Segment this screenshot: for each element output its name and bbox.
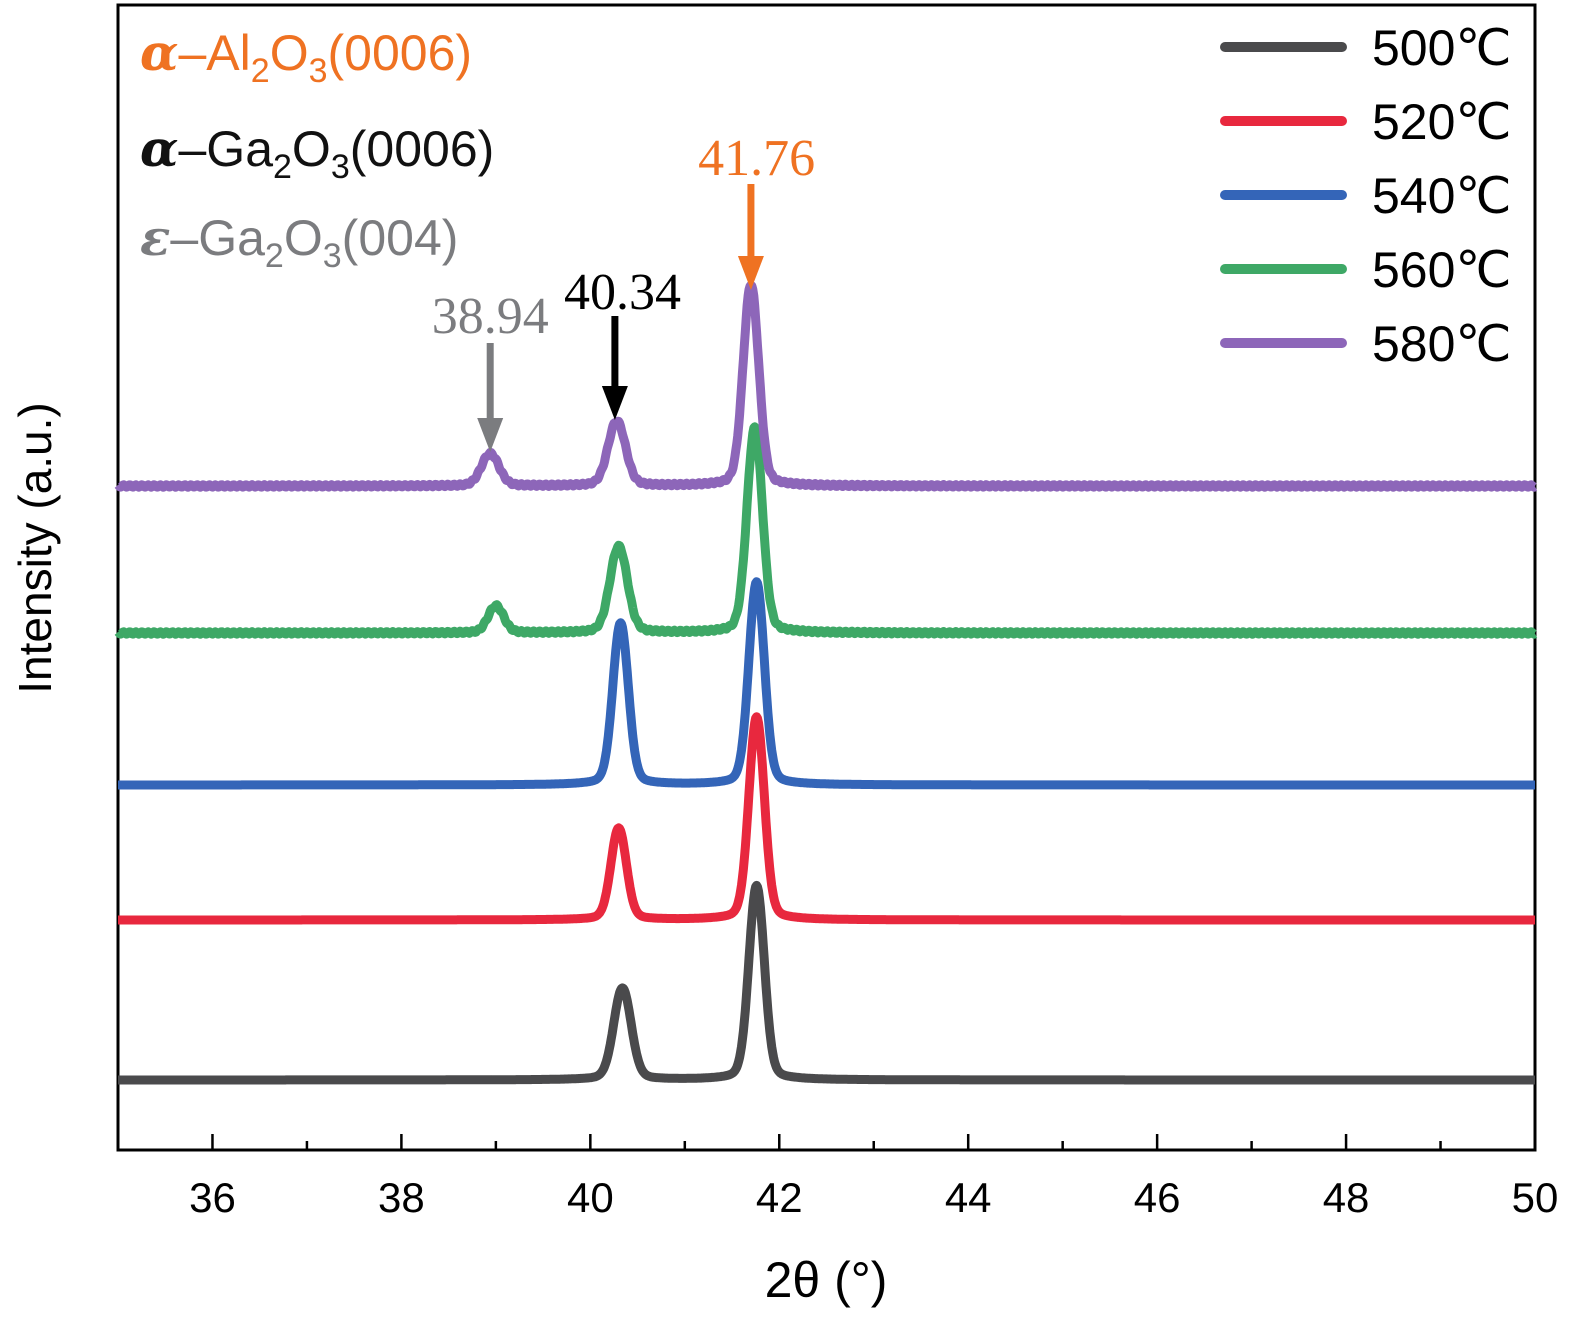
phase-formula-part: (0006) bbox=[349, 121, 495, 177]
peak-annotations: 38.94 40.34 41.76 bbox=[432, 130, 815, 452]
phase-formula-part: O bbox=[283, 210, 323, 266]
series-line-520℃ bbox=[114, 712, 1539, 925]
phase-subscript: 3 bbox=[308, 52, 328, 90]
series-line-580℃ bbox=[114, 280, 1539, 492]
phase-formula-part: Ga bbox=[198, 210, 265, 266]
phase-dash: – bbox=[170, 210, 199, 266]
series-line-500℃ bbox=[114, 880, 1539, 1085]
phase-label: α–Al2O3(0006) bbox=[140, 25, 473, 90]
x-tick-label: 50 bbox=[1512, 1174, 1559, 1221]
plot-axes: 36 38 40 42 44 46 48 50 bbox=[116, 3, 1559, 1221]
x-tick-label: 44 bbox=[945, 1174, 992, 1221]
x-tick-label: 40 bbox=[567, 1174, 614, 1221]
phase-subscript: 2 bbox=[264, 237, 284, 275]
peak-arrow-head bbox=[477, 418, 504, 452]
phase-greek-symbol: α bbox=[140, 23, 179, 82]
x-tick-label: 38 bbox=[378, 1174, 425, 1221]
phase-dash: – bbox=[178, 25, 207, 81]
legend-label-540℃: 540℃ bbox=[1372, 168, 1512, 224]
phase-label: ε–Ga2O3(004) bbox=[140, 210, 459, 275]
phase-formula-part: (004) bbox=[341, 210, 459, 266]
series-line-560℃ bbox=[114, 422, 1539, 639]
phase-formula-part: Ga bbox=[206, 121, 273, 177]
y-axis-label: Intensity (a.u.) bbox=[9, 402, 61, 693]
legend-label-580℃: 580℃ bbox=[1372, 316, 1512, 372]
x-tick-label: 42 bbox=[756, 1174, 803, 1221]
x-tick-label: 36 bbox=[189, 1174, 236, 1221]
legend-label-520℃: 520℃ bbox=[1372, 94, 1512, 150]
peak-label-40.34: 40.34 bbox=[564, 264, 681, 321]
data-traces bbox=[114, 280, 1539, 1085]
phase-formula-part: (0006) bbox=[327, 25, 473, 81]
phase-formula-part: Al bbox=[206, 25, 251, 81]
series-line-540℃ bbox=[114, 577, 1539, 790]
peak-arrow-head bbox=[737, 256, 764, 290]
legend: 500℃ 520℃ 540℃ 560℃ 580℃ bbox=[1220, 20, 1512, 372]
phase-subscript: 3 bbox=[322, 237, 342, 275]
phase-greek-symbol: ε bbox=[140, 208, 171, 267]
legend-label-560℃: 560℃ bbox=[1372, 242, 1512, 298]
plot-frame bbox=[116, 3, 1537, 1152]
peak-label-38.94: 38.94 bbox=[432, 288, 549, 345]
phase-subscript: 2 bbox=[250, 52, 270, 90]
x-axis-label: 2θ (°) bbox=[765, 1252, 888, 1308]
phase-dash: – bbox=[178, 121, 207, 177]
x-tick-label: 48 bbox=[1323, 1174, 1370, 1221]
legend-label-500℃: 500℃ bbox=[1372, 20, 1512, 76]
x-tick-label: 46 bbox=[1134, 1174, 1181, 1221]
phase-formula-part: O bbox=[291, 121, 331, 177]
phase-label: α–Ga2O3(0006) bbox=[140, 121, 495, 186]
phase-subscript: 3 bbox=[330, 148, 350, 186]
phase-formula-part: O bbox=[269, 25, 309, 81]
phase-subscript: 2 bbox=[273, 148, 292, 186]
phase-greek-symbol: α bbox=[140, 119, 179, 178]
peak-arrow-head bbox=[601, 386, 628, 420]
peak-label-41.76: 41.76 bbox=[698, 130, 815, 187]
